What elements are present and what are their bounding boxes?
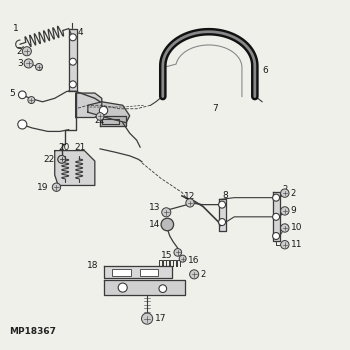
Circle shape [58,155,65,163]
Text: 6: 6 [263,66,268,75]
Circle shape [24,59,33,68]
Text: 2: 2 [16,47,22,56]
Text: 18: 18 [87,261,98,270]
Text: 4: 4 [78,28,84,36]
Circle shape [186,199,194,207]
Text: 1: 1 [13,24,18,33]
Polygon shape [104,280,186,295]
Text: 15: 15 [161,251,172,260]
Polygon shape [104,266,172,278]
Text: 8: 8 [223,191,229,200]
Text: 2: 2 [282,185,288,194]
Circle shape [273,194,280,201]
Text: 20: 20 [58,142,70,152]
Text: 5: 5 [9,89,15,98]
Circle shape [281,224,289,232]
Circle shape [118,283,127,292]
Polygon shape [102,119,119,125]
Polygon shape [219,199,225,231]
Polygon shape [88,102,130,123]
Circle shape [159,285,167,293]
Circle shape [69,58,76,65]
Circle shape [162,208,171,217]
Circle shape [273,214,280,220]
Text: 3: 3 [17,59,23,68]
Text: 16: 16 [188,256,200,265]
Circle shape [99,106,108,115]
Circle shape [281,189,289,197]
Circle shape [36,63,43,70]
Text: 14: 14 [149,220,160,229]
Bar [140,270,158,276]
Circle shape [69,81,76,88]
Text: 11: 11 [291,240,302,249]
Circle shape [28,97,35,104]
Text: 22: 22 [95,116,105,125]
Text: MP18367: MP18367 [9,327,56,336]
Circle shape [161,218,174,231]
Text: 12: 12 [184,192,196,201]
Circle shape [69,34,76,41]
Text: 2: 2 [291,189,296,198]
Circle shape [174,248,182,256]
Circle shape [96,113,104,120]
Text: 21: 21 [75,142,86,152]
Circle shape [18,120,27,129]
Text: 10: 10 [291,224,302,232]
Circle shape [281,207,289,215]
Circle shape [190,270,199,279]
Circle shape [219,219,225,225]
Circle shape [22,47,32,56]
Text: 22: 22 [43,155,55,164]
Text: 19: 19 [37,183,49,192]
Circle shape [273,232,280,239]
Circle shape [19,91,26,99]
Circle shape [179,255,186,262]
Circle shape [281,240,289,249]
Text: 13: 13 [148,203,160,212]
Polygon shape [76,93,102,118]
Polygon shape [55,150,95,186]
Polygon shape [273,193,280,241]
Circle shape [219,201,225,208]
Text: 9: 9 [291,206,296,215]
Circle shape [58,155,65,163]
Bar [112,270,131,276]
Polygon shape [100,116,126,126]
Text: 2: 2 [200,270,205,279]
Polygon shape [69,29,77,91]
Text: 7: 7 [212,104,218,113]
Circle shape [141,313,153,324]
Text: 17: 17 [155,314,166,323]
Circle shape [52,183,61,191]
